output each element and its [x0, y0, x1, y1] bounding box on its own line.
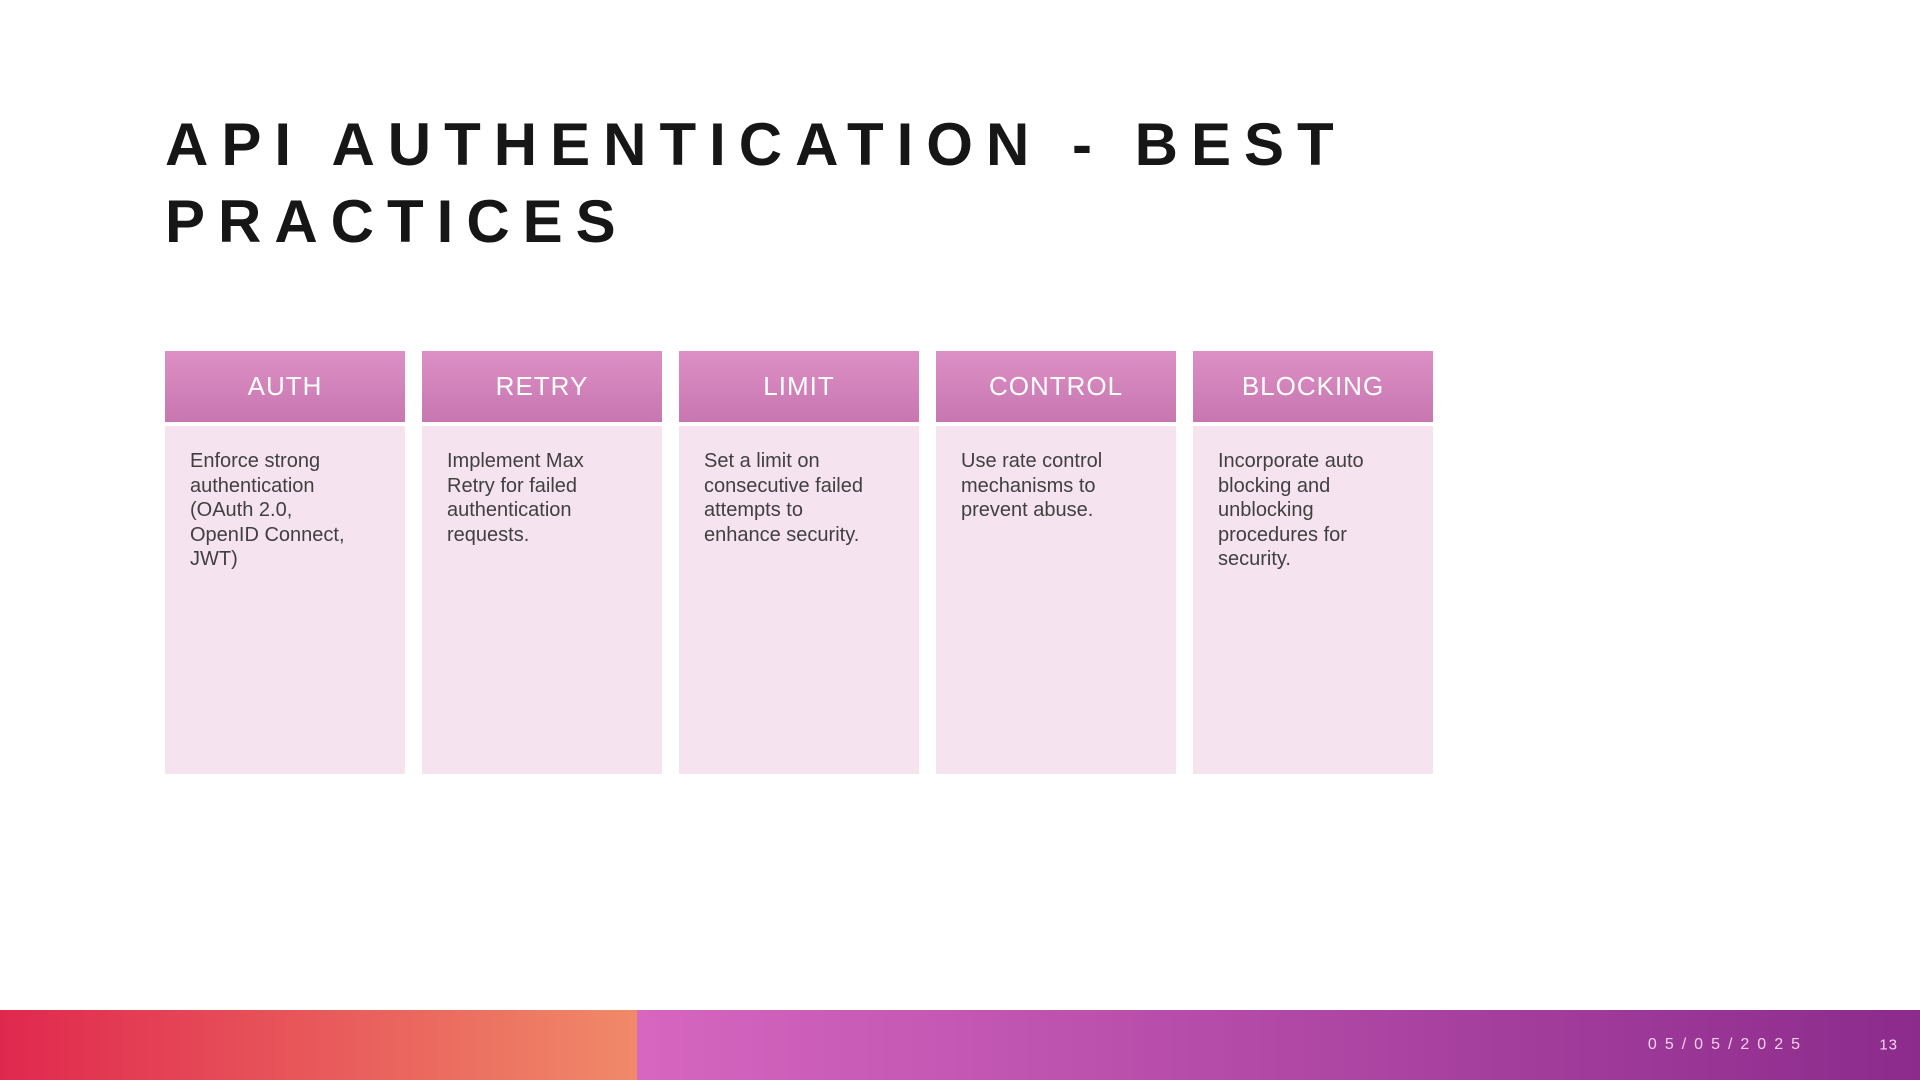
card-blocking-header: BLOCKING	[1193, 351, 1433, 422]
card-control-header: CONTROL	[936, 351, 1176, 422]
card-retry-header: RETRY	[422, 351, 662, 422]
card-retry-body: Implement Max Retry for failed authentic…	[422, 426, 662, 774]
footer-bar: 05/05/2025 13	[0, 1010, 1920, 1080]
slide-title: API AUTHENTICATION - BEST PRACTICES	[165, 111, 1347, 255]
footer-accent-left	[0, 1010, 637, 1080]
card-auth: AUTH Enforce strong authentication (OAut…	[165, 351, 405, 774]
card-limit-body: Set a limit on consecutive failed attemp…	[679, 426, 919, 774]
card-retry: RETRY Implement Max Retry for failed aut…	[422, 351, 662, 774]
practice-columns: AUTH Enforce strong authentication (OAut…	[165, 351, 1433, 774]
card-control: CONTROL Use rate control mechanisms to p…	[936, 351, 1176, 774]
card-auth-body: Enforce strong authentication (OAuth 2.0…	[165, 426, 405, 774]
card-blocking-body: Incorporate auto blocking and unblocking…	[1193, 426, 1433, 774]
card-auth-header: AUTH	[165, 351, 405, 422]
card-blocking: BLOCKING Incorporate auto blocking and u…	[1193, 351, 1433, 774]
slide-date: 05/05/2025	[1647, 1036, 1808, 1053]
card-control-body: Use rate control mechanisms to prevent a…	[936, 426, 1176, 774]
card-limit: LIMIT Set a limit on consecutive failed …	[679, 351, 919, 774]
footer-accent-right: 05/05/2025 13	[637, 1010, 1920, 1080]
card-limit-header: LIMIT	[679, 351, 919, 422]
slide-page-number: 13	[1879, 1036, 1898, 1054]
